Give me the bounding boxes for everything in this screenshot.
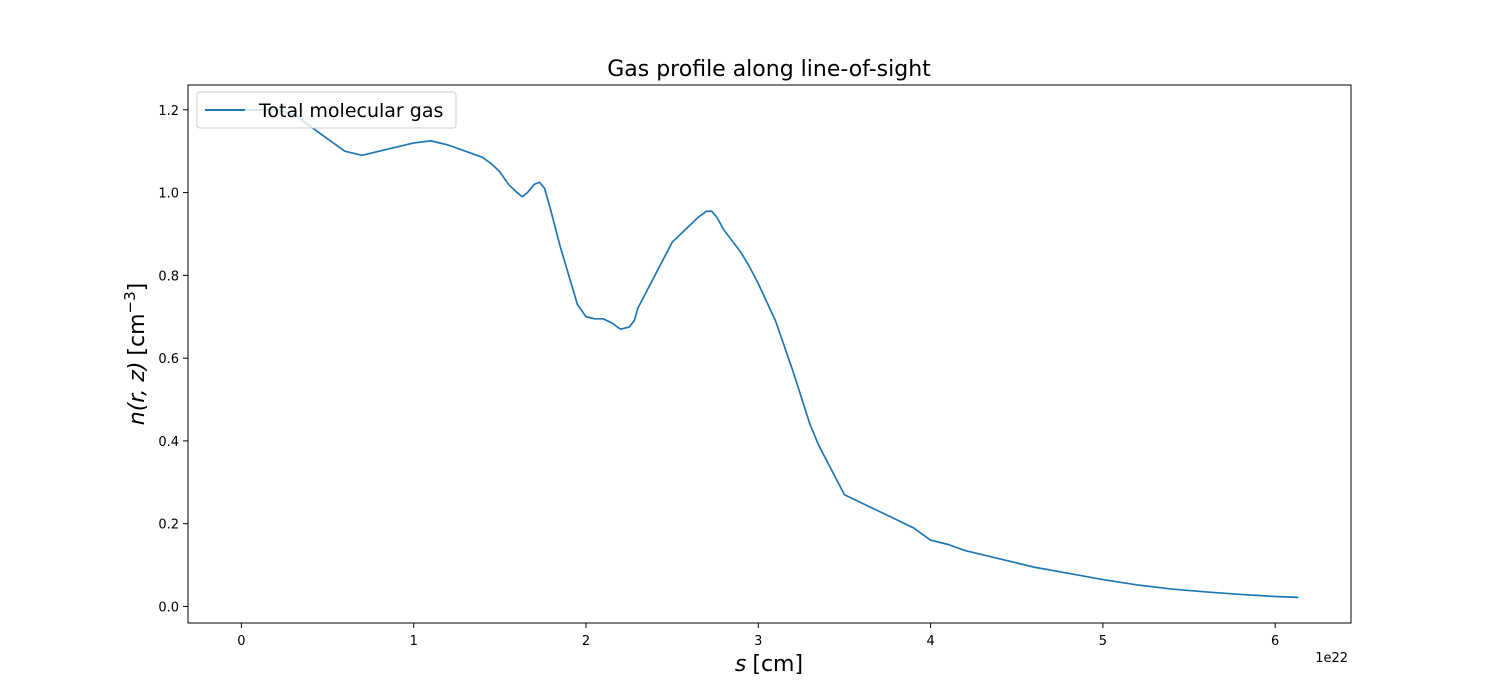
legend: Total molecular gas bbox=[196, 91, 457, 129]
x-tick-label: 6 bbox=[1271, 634, 1279, 649]
x-tick-label: 1 bbox=[410, 634, 418, 649]
y-tick-label: 0.6 bbox=[158, 352, 179, 367]
legend-frame bbox=[196, 91, 457, 129]
y-tick-label: 1.2 bbox=[158, 104, 179, 119]
x-axis-offset-label: 1e22 bbox=[1315, 651, 1348, 666]
x-axis-label: s [cm] bbox=[735, 652, 803, 677]
y-axis-label-variable: n(r, z) bbox=[125, 362, 150, 426]
y-tick-label: 0.0 bbox=[158, 600, 179, 615]
chart-title: Gas profile along line-of-sight bbox=[607, 57, 931, 82]
y-axis-label-close: ] bbox=[125, 283, 150, 292]
legend-label: Total molecular gas bbox=[258, 100, 443, 122]
x-tick-label: 5 bbox=[1099, 634, 1107, 649]
x-tick-label: 0 bbox=[237, 634, 245, 649]
x-tick-label: 2 bbox=[582, 634, 590, 649]
plot-area bbox=[187, 84, 1352, 624]
x-axis-label-unit: [cm] bbox=[752, 652, 803, 677]
y-axis-label: n(r, z) [cm−3] bbox=[121, 283, 150, 426]
y-tick-label: 0.8 bbox=[158, 269, 179, 284]
y-axis-ticks: 0.0 0.2 0.4 0.6 0.8 1.0 1.2 bbox=[158, 104, 188, 615]
series-line-total-molecular-gas bbox=[240, 108, 1299, 599]
x-tick-label: 3 bbox=[754, 634, 762, 649]
x-tick-label: 4 bbox=[926, 634, 934, 649]
y-tick-label: 0.2 bbox=[158, 518, 179, 533]
x-axis-label-variable: s bbox=[735, 652, 746, 677]
x-axis-ticks: 0 1 2 3 4 5 6 bbox=[237, 623, 1279, 649]
y-tick-label: 1.0 bbox=[158, 187, 179, 202]
y-axis-label-unit: [cm bbox=[125, 313, 150, 355]
plot-frame bbox=[187, 84, 1352, 624]
y-axis-label-exponent: −3 bbox=[121, 291, 139, 313]
y-tick-label: 0.4 bbox=[158, 435, 179, 450]
